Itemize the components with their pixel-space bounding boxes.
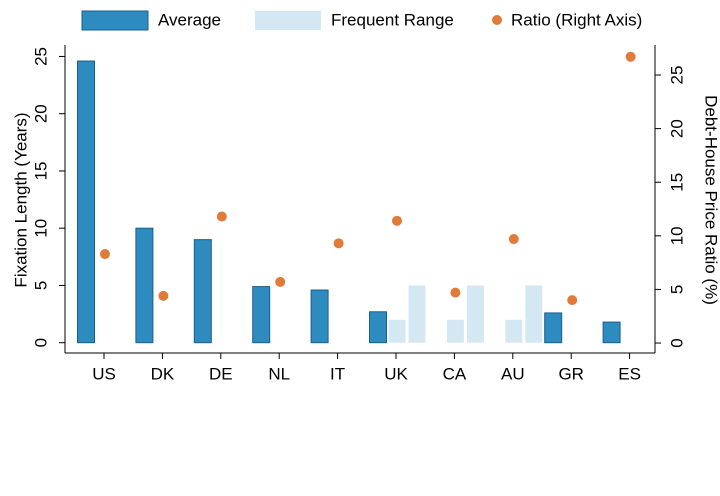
y-tick-label: 20 bbox=[31, 104, 50, 123]
bar bbox=[310, 289, 329, 344]
x-tick-label: AU bbox=[501, 364, 525, 383]
bar bbox=[505, 319, 523, 343]
legend-swatch bbox=[492, 15, 502, 25]
bar bbox=[408, 285, 426, 343]
bar bbox=[466, 285, 484, 343]
x-tick-label: UK bbox=[384, 364, 408, 383]
bar bbox=[77, 60, 95, 344]
ratio-point bbox=[158, 290, 169, 301]
ratio-point bbox=[625, 51, 636, 62]
x-tick-label: IT bbox=[330, 364, 345, 383]
bar bbox=[525, 285, 543, 343]
ratio-point bbox=[508, 234, 519, 245]
y2-tick-label: 0 bbox=[667, 338, 686, 347]
legend-swatch bbox=[255, 11, 321, 30]
x-tick-label: ES bbox=[618, 364, 641, 383]
x-tick-label: NL bbox=[268, 364, 290, 383]
ratio-point bbox=[333, 238, 344, 249]
bar bbox=[602, 321, 621, 344]
y2-tick-label: 15 bbox=[667, 173, 686, 192]
bar bbox=[388, 319, 406, 343]
y-tick-label: 25 bbox=[31, 47, 50, 66]
x-tick-label: DE bbox=[209, 364, 233, 383]
y2-axis-label: Debt-House Price Ratio (%) bbox=[702, 95, 720, 305]
bar bbox=[446, 319, 464, 343]
bar bbox=[252, 286, 271, 344]
y-tick-label: 15 bbox=[31, 161, 50, 180]
y-axis-label: Fixation Length (Years) bbox=[11, 112, 30, 287]
legend-swatch bbox=[81, 10, 149, 31]
x-tick-label: US bbox=[92, 364, 116, 383]
y-tick-label: 10 bbox=[31, 219, 50, 238]
y2-tick-label: 10 bbox=[667, 226, 686, 245]
ratio-point bbox=[567, 295, 578, 306]
bar bbox=[193, 239, 212, 344]
x-tick-label: GR bbox=[558, 364, 584, 383]
y-tick-label: 0 bbox=[31, 338, 50, 347]
ratio-point bbox=[216, 211, 227, 222]
y-tick-label: 5 bbox=[31, 281, 50, 290]
y2-tick-label: 5 bbox=[667, 285, 686, 294]
x-tick-label: CA bbox=[443, 364, 467, 383]
ratio-point bbox=[100, 249, 110, 260]
legend-label: Frequent Range bbox=[331, 10, 454, 29]
bar bbox=[135, 227, 154, 344]
bar bbox=[369, 311, 387, 344]
legend-label: Average bbox=[158, 10, 221, 29]
ratio-point bbox=[392, 215, 402, 226]
bar bbox=[544, 312, 563, 344]
y2-tick-label: 20 bbox=[667, 119, 686, 138]
x-tick-label: DK bbox=[151, 364, 175, 383]
ratio-point bbox=[275, 276, 286, 287]
legend-label: Ratio (Right Axis) bbox=[511, 10, 642, 29]
ratio-point bbox=[450, 287, 461, 298]
y2-tick-label: 25 bbox=[667, 66, 686, 85]
